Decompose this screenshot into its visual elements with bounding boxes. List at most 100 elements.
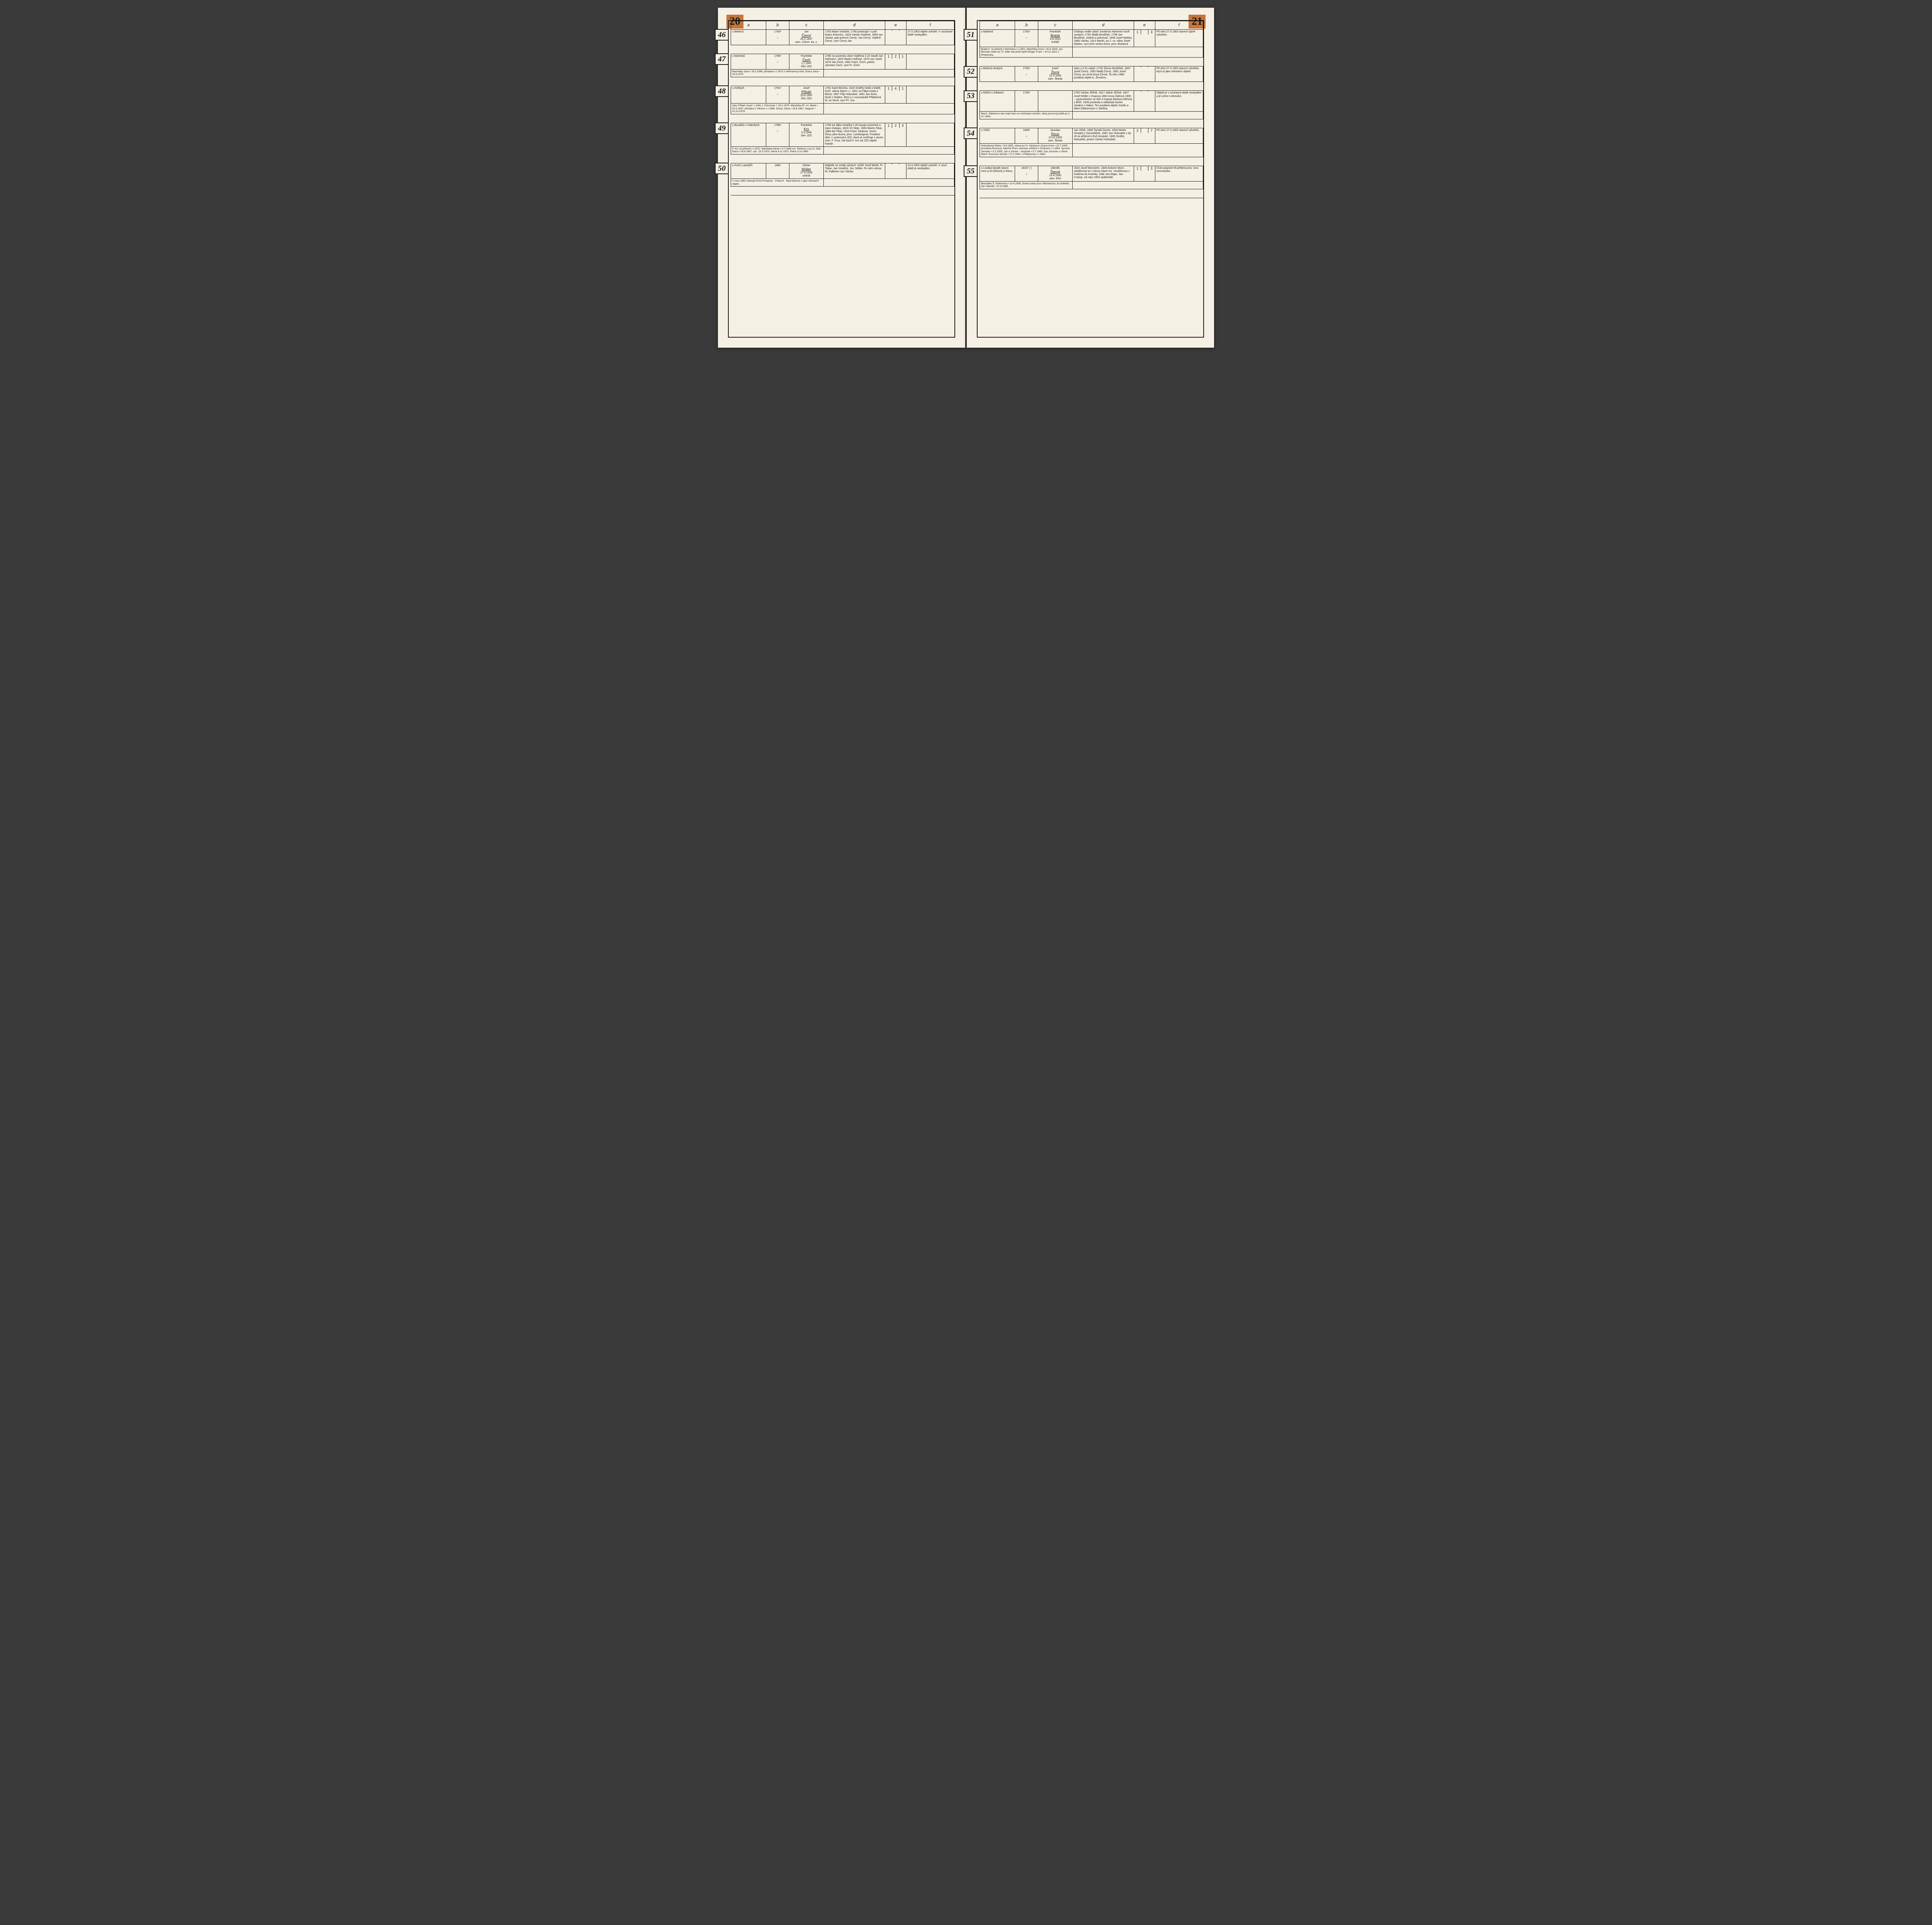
ledger-table-right: a b c d e f 51u Myklesů1792ᵃ○FrantišekBr…: [978, 21, 1203, 198]
spacer-row: [729, 114, 954, 123]
header-row: a b c d e f: [729, 21, 954, 30]
spacer-row: [729, 45, 954, 54]
entry-row: 51u Myklesů1792ᵃ○FrantišekBrada9.8.1924t…: [978, 29, 1203, 47]
note-row: Manželka Š. Drahomíra • 10.4.1936. Dcera…: [978, 181, 1203, 189]
cell-c: VáclavMüller27.9.1929zedník: [789, 163, 823, 178]
col-f: f: [1155, 21, 1203, 30]
note-cell: F. Krs se přiženil v r.1972. Manželka Al…: [731, 146, 823, 154]
cell-b: 1810ᵃ ( )○: [1015, 166, 1038, 181]
note-row: Otec Přibáň Josef • r.1941 z Chlumčan † …: [729, 104, 954, 114]
entry-row: 46u Bebeců1783ᵃ○JanČerný26.2.1947zam. Ch…: [729, 29, 954, 45]
cell-c: JosefPřibáň23.6.1947člen JZD: [789, 86, 823, 103]
cell-d: Chalupu vedle vyboř. kovárnou Hamenní no…: [1073, 29, 1134, 47]
cell-b: 1786ᵃ○: [766, 123, 789, 146]
entry-number: 47: [715, 53, 729, 65]
cell-a: u Vlčků: [980, 128, 1015, 143]
cell-c: JanČerný26.2.1947zam. Chlum. ka. z.: [789, 29, 823, 45]
cell-f: Při ohni 27.II.1903 stavení vyhořelo.: [1155, 128, 1203, 143]
cell-a: u Lováka bývalé stavní mezi p.53 (Elsinů…: [980, 166, 1015, 181]
col-d: d: [824, 21, 885, 30]
cell-a: u Kozů u pastýřů: [731, 163, 766, 178]
note-row: Holoubková Marie • 9.6.1905, vdova po H.…: [978, 143, 1203, 157]
entry-number: 55: [964, 165, 978, 177]
cell-e: 27: [1134, 128, 1155, 143]
col-a: a: [980, 21, 1015, 30]
cell-f: [906, 54, 954, 69]
cell-e: 121: [885, 54, 906, 69]
entry-row: 52u Bebesů drukých1792ᵃ○KarelŽivný22.4.1…: [978, 66, 1203, 82]
note-row: F. Krs se přiženil v r.1972. Manželka Al…: [729, 146, 954, 154]
cell-f: 27.II.1903 objekt vyhořel. V současné do…: [906, 29, 954, 45]
cell-e: 141: [885, 86, 906, 103]
spacer-row: [978, 82, 1203, 91]
col-f: f: [906, 21, 954, 30]
cell-d: Jan Vlček, 1805 Tomáš Domin, 1829 Martin…: [1073, 128, 1134, 143]
cell-d: 1792 Václav Jiříček, 1817 Jakub Jiříček,…: [1073, 91, 1134, 111]
cell-c: ZdeněkŠlengl13.4.1930zam. RAJ: [1038, 166, 1072, 181]
entry-row: 47u Martínků1785ᵃ○FrantišekČech1.1.1947č…: [729, 54, 954, 69]
cell-a: u Bebesů drukých: [980, 66, 1015, 82]
cell-a: u Myklesů: [980, 29, 1015, 47]
cell-c: FrantišekBrada9.8.1924truhlář: [1038, 29, 1072, 47]
entry-row: 48u Hořkých1791ᵃ○JosefPřibáň23.6.1947čle…: [729, 86, 954, 103]
cell-a: u Míčků u Zdeborů: [980, 91, 1015, 111]
cell-d: Majitelé se nedají zjistovit: určitě Jos…: [824, 163, 885, 178]
cell-b: 1785ᵃ○: [766, 54, 789, 69]
cell-d: 1783 Adam Voráček, 1790 postoupil i s po…: [824, 29, 885, 45]
spacer-row: [978, 189, 1203, 198]
entry-row: 54u Vlčků1805ᵃ○JaroslavRous13.12.1928zam…: [978, 128, 1203, 143]
cell-b: 1792ᵃ○: [1015, 29, 1038, 47]
cell-b: 1792ᵃ○: [1015, 66, 1038, 82]
cell-b: 1792ᵃ: [1015, 91, 1038, 111]
cell-f: Při ohni 27.II.1903 stavení úplně vyhoře…: [1155, 29, 1203, 47]
cell-c: FrantišekČech1.1.1947člen JZD: [789, 54, 823, 69]
note-cell: Brada F. se přiženil z Nehodiva v r.1951…: [980, 47, 1072, 57]
page-left: 20 a b c d e f 46u Bebeců1783ᵃ○JanČerný2…: [718, 8, 965, 348]
spacer-row: [729, 154, 954, 163]
ledger-table-left: a b c d e f 46u Bebeců1783ᵃ○JanČerný26.2…: [729, 21, 954, 195]
note-cell: Otec Přibáň Josef • r.1941 z Chlumčan † …: [731, 104, 823, 114]
spacer-row: [978, 119, 1203, 128]
cell-d: Jako u č.51 nabyl r.1792 Šimon Brodíček,…: [1073, 66, 1134, 82]
note-row: V roce 1983 zakoupil Emil Pchopčas · Pra…: [729, 179, 954, 187]
spacer-row: [729, 77, 954, 86]
cell-f: [906, 123, 954, 146]
cell-c: JaroslavRous13.12.1928zam. Škoda: [1038, 128, 1072, 143]
page-right: 21 a b c d e f 51u Myklesů1792ᵃ○Františe…: [967, 8, 1214, 348]
entry-row: 55u Lováka bývalé stavní mezi p.53 (Elsi…: [978, 166, 1203, 181]
cell-e: [1134, 91, 1155, 111]
cell-f: Objekt je v současné době neobydlen a je…: [1155, 91, 1203, 111]
cell-d: 1791 Karel Brůcha, 1823 Ondřej Hoibl a M…: [824, 86, 885, 103]
cell-c: [1038, 91, 1072, 111]
col-b: b: [1015, 21, 1038, 30]
entry-number: 49: [715, 122, 729, 134]
cell-c: KarelŽivný22.4.1950zam. Škoda: [1038, 66, 1072, 82]
col-e: e: [1134, 21, 1155, 30]
col-b: b: [766, 21, 789, 30]
spacer-row: [978, 157, 1203, 166]
note-cell: Manželka Š. Drahomíra • 10.4.1936. Dcera…: [980, 181, 1072, 189]
cell-b: 1791ᵃ○: [766, 86, 789, 103]
cell-e: [1134, 66, 1155, 82]
note-row: Manž. Zdeborovi zde mají krám se smíšený…: [978, 111, 1203, 119]
entry-row: 53u Míčků u Zdeborů1792ᵃ1792 Václav Jiří…: [978, 91, 1203, 111]
cell-d: 1785 na pozemku obce Vojtěcha č.22 stavě…: [824, 54, 885, 69]
note-cell: Holoubková Marie • 9.6.1905, vdova po H.…: [980, 143, 1072, 157]
entry-number: 53: [964, 90, 978, 102]
entry-number: 48: [715, 85, 729, 97]
col-e: e: [885, 21, 906, 30]
entry-number: 54: [964, 127, 978, 139]
spacer-row: [729, 186, 954, 195]
cell-a: u Bebeců: [731, 29, 766, 45]
note-cell: V roce 1983 zakoupil Emil Pchopčas · Pra…: [731, 179, 823, 187]
cell-c: FrantišekKrs3.3.1946člen JZD: [789, 123, 823, 146]
cell-b: 1882: [766, 163, 789, 178]
cell-a: u Hořkých: [731, 86, 766, 103]
note-cell: Manželka Jana • 18.3.1948, přivdána v r.…: [731, 70, 823, 77]
header-row: a b c d e f: [978, 21, 1203, 30]
col-d: d: [1073, 21, 1134, 30]
col-a: a: [731, 21, 766, 30]
entry-number: 46: [715, 29, 729, 41]
cell-a: u Boudíků u Videckých: [731, 123, 766, 146]
note-cell: Manž. Zdeborovi zde mají krám se smíšený…: [980, 111, 1072, 119]
